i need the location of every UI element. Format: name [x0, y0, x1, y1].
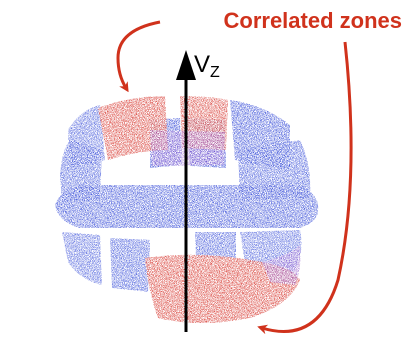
figure: VZ Correlated zones [0, 0, 405, 357]
annotation-arrow [118, 22, 160, 88]
axis-label-main: V [194, 51, 210, 78]
axis-label-subscript: Z [210, 64, 220, 81]
page: {"annotation": "Correlated zones", "axis… [0, 0, 405, 357]
blue-patch [62, 232, 102, 285]
vz-arrowhead [176, 50, 196, 80]
blue-patch [195, 232, 236, 258]
annotation: Correlated zones [224, 8, 403, 33]
blue-patch [110, 238, 150, 292]
axis-label: VZ [194, 51, 220, 81]
